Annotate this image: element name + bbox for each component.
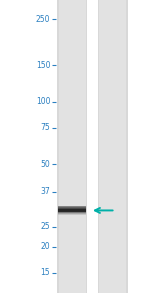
Bar [58, 208, 86, 209]
Text: 37: 37 [40, 187, 50, 196]
Bar [98, 0, 128, 293]
Text: 15: 15 [41, 268, 50, 277]
Text: 50: 50 [40, 160, 50, 169]
Bar [57, 0, 87, 293]
Bar [58, 213, 86, 214]
Bar [58, 212, 86, 213]
Bar [58, 206, 86, 207]
Text: 250: 250 [36, 15, 50, 24]
Bar [58, 209, 86, 212]
Bar [58, 214, 86, 215]
Bar [58, 211, 86, 213]
Text: 20: 20 [41, 243, 50, 251]
Bar [99, 0, 126, 293]
Bar [58, 210, 86, 211]
Bar [58, 207, 86, 209]
Bar [58, 207, 86, 208]
Bar [58, 0, 85, 293]
Text: 150: 150 [36, 61, 50, 70]
Text: 100: 100 [36, 98, 50, 106]
Bar [58, 206, 86, 208]
Bar [58, 209, 86, 210]
Bar [58, 211, 86, 212]
Text: 75: 75 [40, 123, 50, 132]
Text: 25: 25 [41, 222, 50, 231]
